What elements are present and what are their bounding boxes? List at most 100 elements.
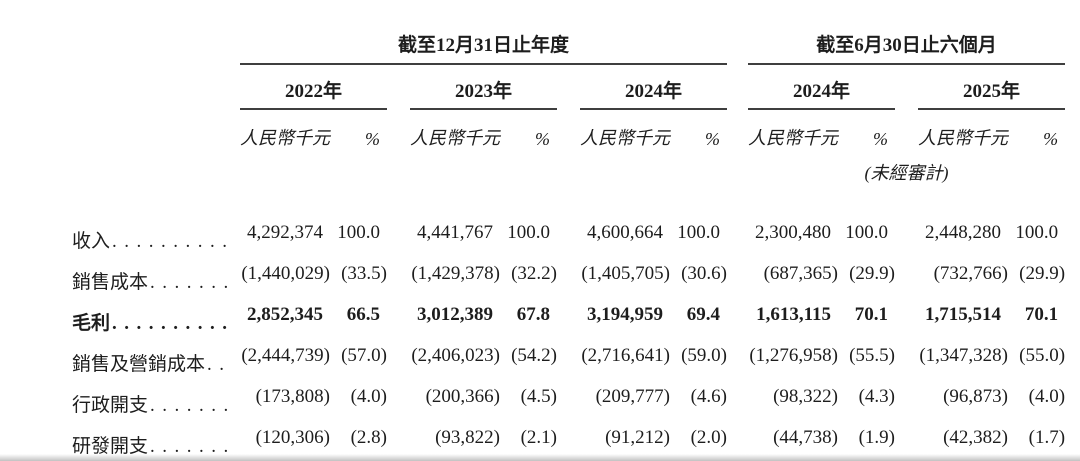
value-cell: 3,194,959: [587, 303, 663, 325]
unit-header-row: 人民幣千元 % 人民幣千元 % 人民幣千元 % 人民幣千元 % 人民幣千元 %: [72, 109, 1065, 150]
pct-cell: 100.0: [677, 221, 721, 243]
unit-header: 人民幣千元: [240, 128, 330, 148]
pct-cell: (29.9): [1019, 262, 1066, 284]
pct-cell: (1.9): [858, 426, 896, 448]
value-cell: (1,429,378): [411, 262, 500, 284]
table-row: 銷售成本 (1,440,029) (33.5) (1,429,378) (32.2) (1…: [72, 253, 1065, 294]
pct-cell: (4.5): [520, 385, 557, 407]
spacer-row: [72, 186, 1065, 212]
pct-cell: (57.0): [341, 344, 387, 366]
pct-cell: 70.1: [1024, 303, 1059, 325]
pct-cell: 100.0: [1015, 221, 1059, 243]
unit-header: 人民幣千元: [918, 128, 1009, 148]
pct-cell: 69.4: [686, 303, 721, 325]
value-cell: (1,276,958): [749, 344, 839, 366]
value-cell: 2,448,280: [925, 221, 1002, 243]
value-cell: (96,873): [943, 385, 1009, 407]
value-cell: (42,382): [943, 426, 1009, 448]
year-header-2025-interim: 2025年: [918, 64, 1066, 110]
year-header-2024: 2024年: [580, 64, 728, 110]
value-cell: (91,212): [605, 426, 670, 448]
value-cell: (209,777): [595, 385, 670, 407]
unit-header: 人民幣千元: [410, 128, 500, 148]
pct-cell: (30.6): [681, 262, 728, 284]
dot-leader: [148, 272, 230, 294]
section-header-interim: 截至6月30日止六個月: [748, 30, 1066, 65]
pct-cell: (32.2): [511, 262, 557, 284]
value-cell: (173,808): [255, 385, 330, 407]
pct-cell: 66.5: [346, 303, 380, 325]
row-label: 銷售及營銷成本: [72, 354, 206, 375]
pct-cell: 100.0: [845, 221, 889, 243]
pct-cell: (55.5): [849, 344, 896, 366]
year-header-2023: 2023年: [410, 64, 557, 110]
row-label: 研發開支: [72, 436, 149, 457]
pct-cell: (2.8): [350, 426, 387, 448]
dot-leader: [148, 395, 230, 417]
pct-cell: (4.0): [350, 385, 387, 407]
pct-cell: (2.1): [520, 426, 557, 448]
pct-cell: (29.9): [849, 262, 896, 284]
unit-header: 人民幣千元: [748, 128, 839, 148]
value-cell: (120,306): [255, 426, 330, 448]
value-cell: 2,300,480: [755, 221, 832, 243]
pct-header: %: [705, 129, 721, 149]
table-row: 毛利 2,852,345 66.5 3,012,389 67.8 3,194,959 69.…: [72, 294, 1065, 335]
section-header-annual: 截至12月31日止年度: [240, 30, 728, 65]
pct-cell: (55.0): [1019, 344, 1066, 366]
pct-cell: (4.3): [858, 385, 896, 407]
value-cell: 2,852,345: [247, 303, 323, 325]
bottom-edge-shadow: [0, 454, 1080, 461]
pct-cell: 70.1: [854, 303, 889, 325]
pct-cell: (4.6): [690, 385, 728, 407]
pct-cell: (54.2): [511, 344, 557, 366]
dot-leader: [110, 313, 230, 335]
value-cell: 4,292,374: [247, 221, 323, 243]
row-label: 行政開支: [72, 395, 149, 416]
value-cell: 4,441,767: [417, 221, 493, 243]
dot-leader: [205, 354, 230, 376]
table-row: 研發開支 (120,306) (2.8) (93,822) (2.1) (91,212) (…: [72, 417, 1065, 458]
value-cell: (44,738): [773, 426, 839, 448]
value-cell: (1,405,705): [581, 262, 670, 284]
row-label: 銷售成本: [72, 272, 149, 293]
value-cell: (1,347,328): [919, 344, 1009, 366]
pct-cell: (1.7): [1028, 426, 1066, 448]
table-row: 銷售及營銷成本 (2,444,739) (57.0) (2,406,023) (54.2…: [72, 335, 1065, 376]
pct-cell: 100.0: [337, 221, 380, 243]
value-cell: (2,406,023): [411, 344, 500, 366]
value-cell: (200,366): [425, 385, 500, 407]
unaudited-row: (未經審計): [72, 150, 1065, 186]
table-row: 收入 4,292,374 100.0 4,441,767 100.0 4,600,664 1…: [72, 212, 1065, 253]
row-label: 收入: [72, 231, 111, 252]
pct-cell: (2.0): [690, 426, 728, 448]
pct-header: %: [535, 129, 550, 149]
value-cell: (2,444,739): [241, 344, 330, 366]
pct-header: %: [1043, 129, 1059, 149]
row-label: 毛利: [72, 313, 111, 334]
value-cell: 3,012,389: [417, 303, 493, 325]
year-header-row: 2022年 2023年 2024年 2024年 2025年: [72, 64, 1066, 110]
table-row: 行政開支 (173,808) (4.0) (200,366) (4.5) (209,777…: [72, 376, 1065, 417]
value-cell: (93,822): [435, 426, 500, 448]
section-header-row: 截至12月31日止年度 截至6月30日止六個月: [72, 30, 1066, 65]
financial-summary-table: 截至12月31日止年度 截至6月30日止六個月 2022年 2023年 2024…: [72, 30, 1066, 458]
dot-leader: [110, 231, 230, 253]
pct-cell: (33.5): [341, 262, 387, 284]
value-cell: (2,716,641): [581, 344, 670, 366]
value-cell: (687,365): [763, 262, 839, 284]
year-header-2022: 2022年: [240, 64, 387, 110]
value-cell: 1,613,115: [756, 303, 832, 325]
value-cell: 4,600,664: [587, 221, 663, 243]
pct-cell: (59.0): [681, 344, 728, 366]
pct-cell: 100.0: [507, 221, 550, 243]
value-cell: (732,766): [933, 262, 1009, 284]
pct-cell: (4.0): [1028, 385, 1066, 407]
pct-cell: 67.8: [516, 303, 550, 325]
unit-header: 人民幣千元: [580, 128, 670, 148]
unaudited-note: (未經審計): [864, 163, 949, 183]
pct-header: %: [873, 129, 889, 149]
year-header-2024-interim: 2024年: [748, 64, 896, 110]
pct-header: %: [365, 129, 380, 149]
value-cell: (1,440,029): [241, 262, 330, 284]
